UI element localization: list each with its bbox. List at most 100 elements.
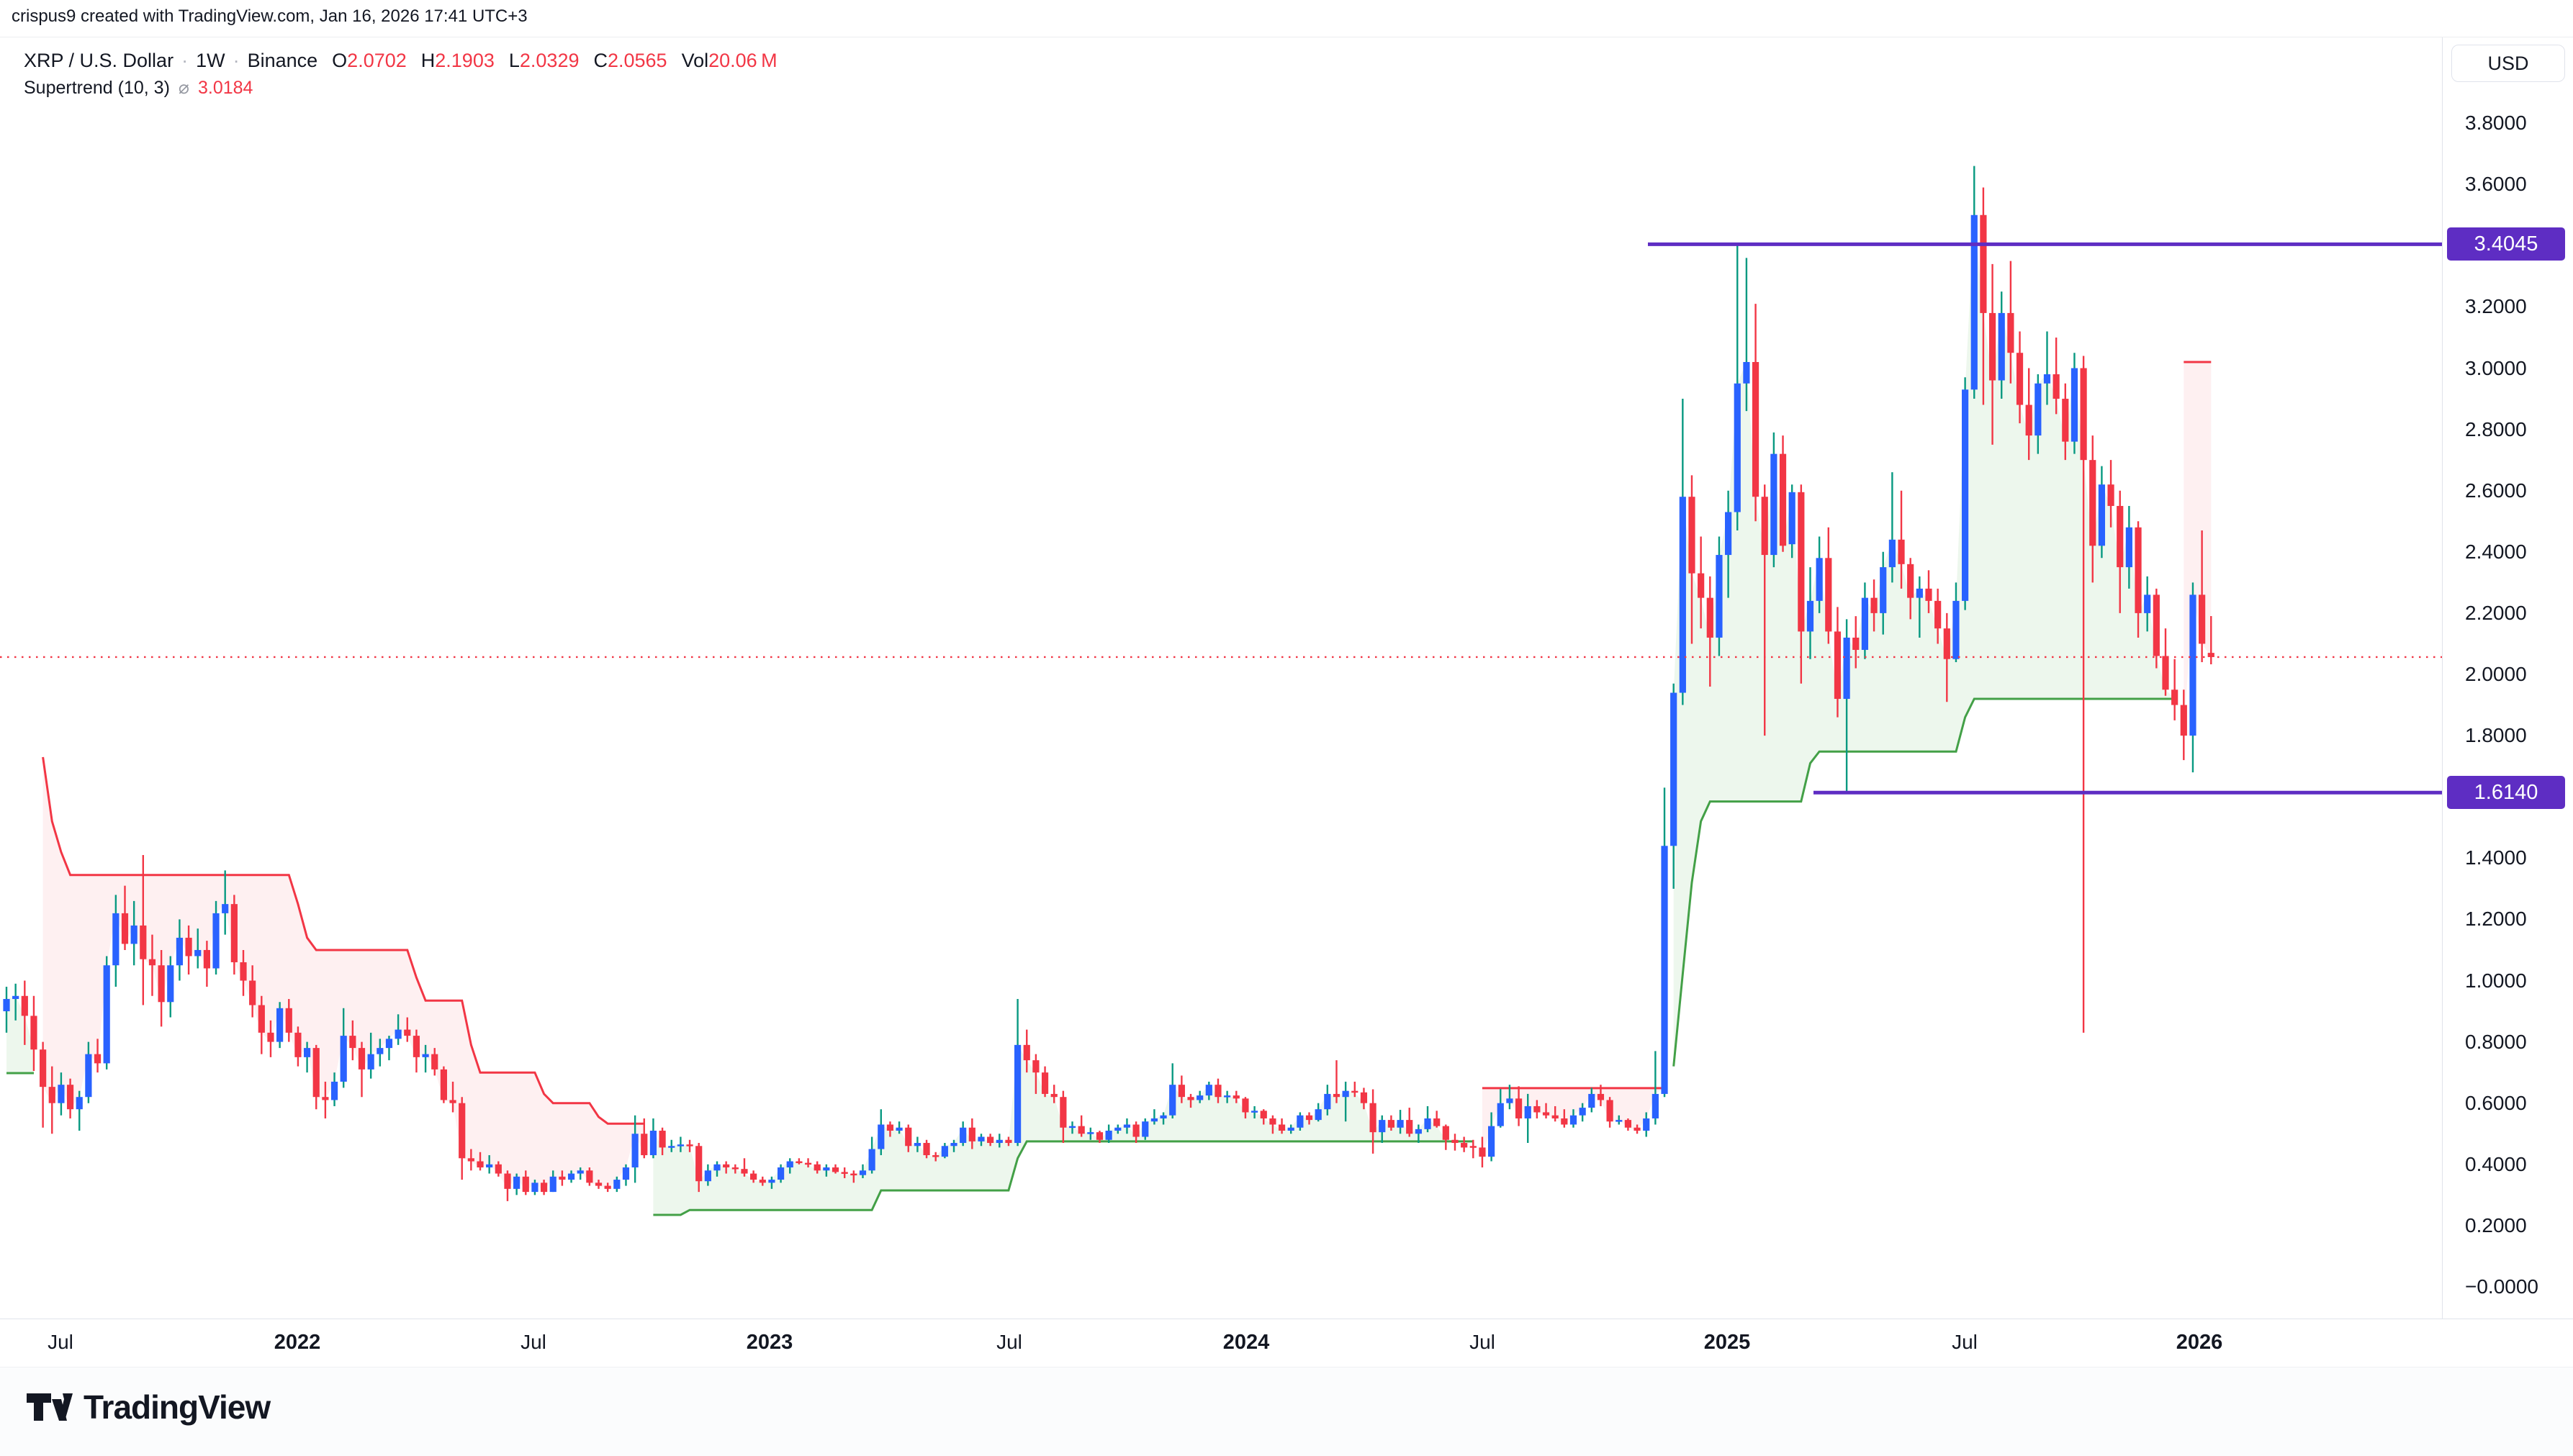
- time-tick-year: 2023: [746, 1331, 793, 1354]
- candle-body: [987, 1136, 994, 1144]
- time-tick-month: Jul: [48, 1331, 73, 1353]
- candle-body: [103, 965, 110, 1064]
- candle-body: [1569, 1115, 1577, 1125]
- ohlc-close: C2.0565: [593, 50, 667, 71]
- candle-body: [240, 962, 247, 981]
- time-tick-month: Jul: [1469, 1331, 1495, 1353]
- candle-body: [750, 1173, 757, 1180]
- supertrend-line-up: [1672, 697, 2175, 1067]
- candle-body: [668, 1146, 675, 1148]
- candle-body: [1898, 539, 1905, 564]
- candle-body: [841, 1172, 848, 1174]
- candle-body: [148, 959, 156, 966]
- price-tick-label: 3.8000: [2465, 112, 2527, 135]
- candle-body: [2144, 594, 2151, 613]
- candle-body: [377, 1048, 384, 1054]
- candle-body: [1907, 564, 1914, 598]
- candle-body: [413, 1036, 420, 1057]
- candle-body: [850, 1173, 857, 1176]
- price-level-badge: 1.6140: [2447, 776, 2565, 810]
- price-tick-label: 2.2000: [2465, 601, 2527, 624]
- tradingview-logo[interactable]: TradingView: [26, 1388, 271, 1426]
- indicator-legend-row[interactable]: Supertrend (10, 3) ⌀ 3.0184: [24, 75, 778, 101]
- candle-body: [48, 1087, 55, 1103]
- candles-layer: [3, 166, 2214, 1201]
- candle-body: [549, 1176, 556, 1193]
- candle-body: [522, 1176, 529, 1193]
- candle-body: [1278, 1124, 1286, 1131]
- candle-body: [1433, 1118, 1441, 1126]
- candle-body: [2117, 505, 2124, 568]
- candle-body: [1988, 312, 1996, 381]
- candle-body: [58, 1085, 65, 1103]
- indicator-value: 3.0184: [197, 78, 253, 98]
- symbol-legend-row[interactable]: XRP / U.S. Dollar · 1W · Binance O2.0702…: [24, 46, 778, 75]
- supertrend-fill-up: [1673, 214, 2175, 1067]
- candle-body: [459, 1103, 466, 1159]
- indicator-empty-icon: ⌀: [178, 78, 189, 98]
- candle-body: [1706, 597, 1713, 638]
- price-tick-label: 1.0000: [2465, 969, 2527, 992]
- candle-body: [2070, 368, 2078, 442]
- candle-body: [577, 1170, 584, 1174]
- candle-body: [85, 1054, 92, 1098]
- price-tick-label: 1.8000: [2465, 724, 2527, 747]
- candle-body: [559, 1176, 566, 1180]
- candle-body: [1925, 588, 1932, 601]
- candle-body: [1215, 1085, 1222, 1098]
- candle-body: [285, 1008, 292, 1033]
- candle-body: [194, 949, 202, 957]
- candle-body: [1469, 1146, 1477, 1148]
- candle-body: [1305, 1115, 1313, 1121]
- candle-body: [1816, 558, 1823, 601]
- candle-body: [622, 1167, 630, 1180]
- candle-body: [586, 1170, 593, 1183]
- candle-body: [1269, 1118, 1276, 1125]
- candle-body: [695, 1146, 703, 1182]
- indicator-name[interactable]: Supertrend (10, 3): [24, 78, 170, 98]
- candle-body: [12, 995, 19, 1000]
- candle-body: [1606, 1100, 1613, 1122]
- price-tick-label: 3.0000: [2465, 356, 2527, 379]
- candle-body: [2025, 404, 2032, 436]
- candle-body: [303, 1048, 311, 1057]
- time-tick-month: Jul: [1952, 1331, 1978, 1353]
- candle-body: [94, 1054, 102, 1064]
- candle-body: [322, 1097, 329, 1100]
- candle-body: [1843, 637, 1850, 700]
- time-tick-month: Jul: [521, 1331, 546, 1353]
- candle-body: [1233, 1095, 1240, 1099]
- candle-body: [1150, 1118, 1158, 1122]
- candle-body: [1406, 1120, 1413, 1134]
- candle-body: [1488, 1126, 1495, 1157]
- candle-body: [1688, 497, 1695, 574]
- candle-body: [996, 1139, 1003, 1144]
- candle-body: [395, 1029, 402, 1039]
- candle-body: [2199, 594, 2206, 644]
- candle-body: [1360, 1092, 1368, 1103]
- candle-body: [950, 1143, 957, 1147]
- candle-body: [294, 1032, 302, 1057]
- candle-body: [1023, 1044, 1030, 1061]
- candle-body: [1743, 361, 1750, 384]
- candle-body: [1178, 1085, 1185, 1098]
- symbol-title[interactable]: XRP / U.S. Dollar: [24, 50, 174, 71]
- candle-body: [1251, 1111, 1258, 1113]
- currency-toggle-button[interactable]: USD: [2451, 45, 2565, 82]
- price-tick-label: 3.6000: [2465, 173, 2527, 196]
- price-scale[interactable]: 3.8000 3.6000 3.2000 3.0000 2.8000 2.6000 2.40…: [2442, 37, 2573, 1319]
- candle-body: [2016, 353, 2024, 405]
- candle-body: [21, 995, 28, 1016]
- candle-body: [1351, 1090, 1358, 1093]
- candle-body: [1014, 1044, 1022, 1144]
- ohlc-open: O2.0702: [332, 50, 407, 71]
- interval-label[interactable]: 1W: [196, 50, 225, 71]
- chart-legend: XRP / U.S. Dollar · 1W · Binance O2.0702…: [24, 46, 778, 101]
- time-tick-year: 2026: [2176, 1331, 2223, 1354]
- time-tick-month: Jul: [996, 1331, 1022, 1353]
- candle-body: [1032, 1060, 1040, 1073]
- candle-body: [1943, 628, 1950, 659]
- candle-body: [1224, 1095, 1231, 1098]
- time-scale[interactable]: Jul 2022 Jul 2023 Jul 2024 Jul 2025 Jul 2026: [0, 1319, 2573, 1367]
